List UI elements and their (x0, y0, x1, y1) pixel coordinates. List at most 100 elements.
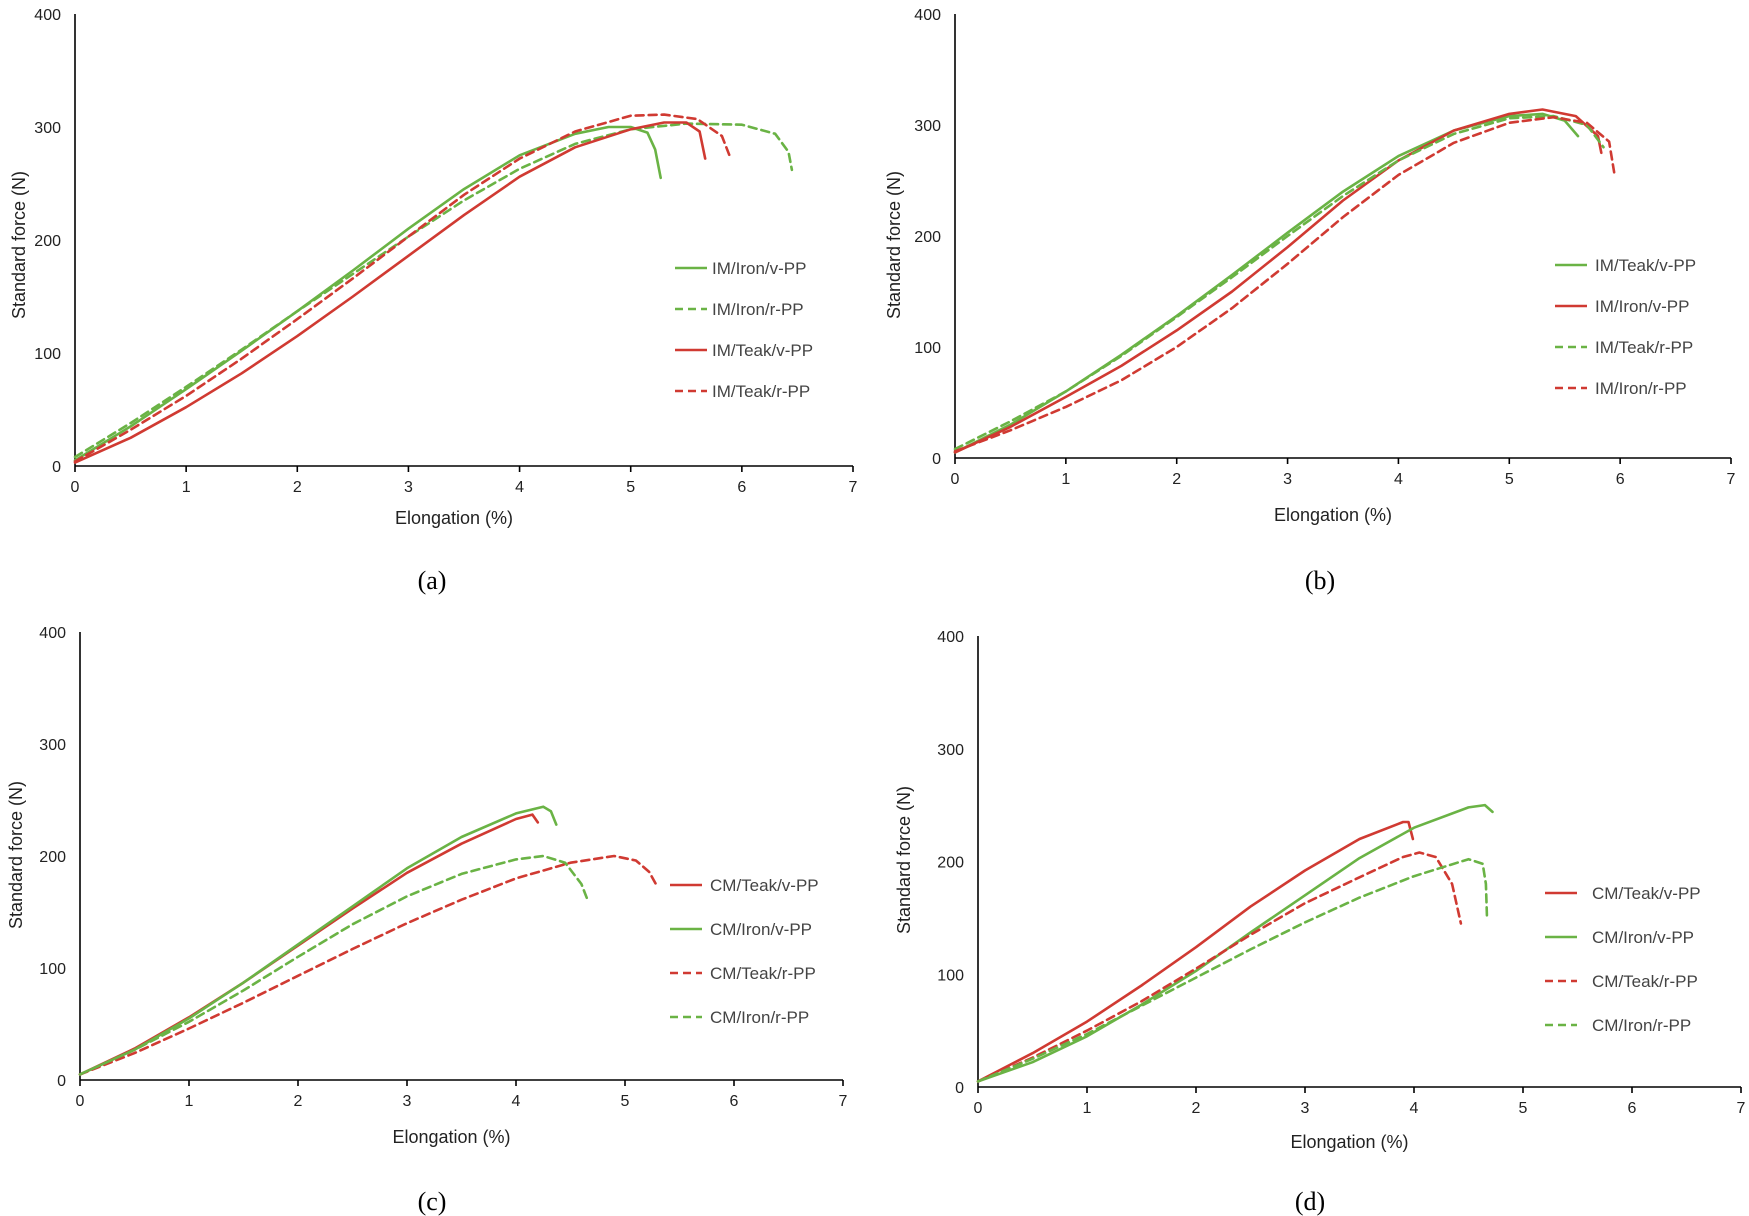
y-tick-label: 0 (932, 451, 941, 468)
y-tick-label: 200 (39, 849, 66, 866)
series-line-im-iron-r-pp (953, 115, 1616, 453)
x-axis-label: Elongation (%) (1290, 1132, 1408, 1152)
y-axis-label: Standard force (N) (9, 171, 29, 319)
x-tick-label: 4 (1410, 1100, 1419, 1117)
y-tick-label: 100 (937, 967, 964, 984)
y-tick-label: 300 (914, 118, 941, 135)
x-tick-label: 7 (839, 1093, 848, 1110)
x-axis-label: Elongation (%) (1274, 505, 1392, 525)
legend-label: CM/Teak/v-PP (1592, 884, 1701, 903)
series-line-cm-teak-r-pp (78, 854, 659, 1076)
legend-label: IM/Teak/v-PP (712, 341, 813, 360)
legend-label: IM/Iron/r-PP (1595, 379, 1687, 398)
series-line-im-iron-v-pp (953, 108, 1603, 454)
y-tick-label: 300 (34, 120, 61, 137)
y-tick-label: 100 (34, 346, 61, 363)
legend-label: CM/Teak/r-PP (710, 964, 816, 983)
x-tick-label: 1 (1083, 1100, 1092, 1117)
x-tick-label: 3 (403, 1093, 412, 1110)
y-tick-label: 0 (57, 1073, 66, 1090)
x-tick-label: 7 (849, 479, 858, 496)
legend-label: IM/Teak/r-PP (1595, 338, 1693, 357)
x-tick-label: 5 (621, 1093, 630, 1110)
legend-label: IM/Teak/r-PP (712, 382, 810, 401)
series-line-cm-teak-r-pp (976, 851, 1463, 1083)
x-tick-label: 6 (1616, 471, 1625, 488)
legend-label: IM/Teak/v-PP (1595, 256, 1696, 275)
legend-label: IM/Iron/r-PP (712, 300, 804, 319)
x-tick-label: 5 (1505, 471, 1514, 488)
x-axis-label: Elongation (%) (395, 508, 513, 528)
x-tick-label: 2 (1172, 471, 1181, 488)
x-tick-label: 6 (1628, 1100, 1637, 1117)
legend-label: CM/Iron/v-PP (1592, 928, 1694, 947)
x-tick-label: 1 (185, 1093, 194, 1110)
series-line-cm-iron-r-pp (976, 857, 1489, 1083)
series-line-cm-iron-v-pp (78, 805, 558, 1076)
panel-caption: (a) (418, 566, 447, 595)
y-tick-label: 400 (914, 7, 941, 24)
y-tick-label: 100 (39, 961, 66, 978)
legend-label: CM/Iron/v-PP (710, 920, 812, 939)
legend-label: CM/Teak/r-PP (1592, 972, 1698, 991)
legend-label: IM/Iron/v-PP (712, 259, 806, 278)
panel-caption: (c) (418, 1187, 447, 1216)
x-tick-label: 1 (1061, 471, 1070, 488)
series-line-im-teak-v-pp (73, 121, 707, 464)
y-tick-label: 400 (39, 625, 66, 642)
x-axis-label: Elongation (%) (392, 1127, 510, 1147)
x-tick-label: 5 (626, 479, 635, 496)
series-line-im-teak-r-pp (953, 114, 1605, 451)
y-tick-label: 0 (52, 459, 61, 476)
chart-panel-4: 0 1 2 3 4 5 6 7 0 100 200 300 400 Elongation (%) Stand… (894, 629, 1746, 1216)
y-tick-label: 200 (937, 855, 964, 872)
legend-label: CM/Iron/r-PP (1592, 1016, 1691, 1035)
x-tick-label: 2 (1192, 1100, 1201, 1117)
series-line-im-teak-r-pp (73, 113, 732, 463)
series-line-cm-teak-v-pp (78, 813, 540, 1076)
series-line-im-iron-r-pp (73, 122, 794, 459)
x-tick-label: 2 (294, 1093, 303, 1110)
y-tick-label: 300 (937, 742, 964, 759)
chart-panel-1: 0 1 2 3 4 5 6 7 0 100 200 300 400 Elongation (%) Stand… (9, 7, 858, 595)
x-tick-label: 6 (730, 1093, 739, 1110)
y-tick-label: 0 (955, 1080, 964, 1097)
x-tick-label: 3 (404, 479, 413, 496)
series-line-im-iron-v-pp (73, 125, 662, 462)
legend-label: CM/Iron/r-PP (710, 1008, 809, 1027)
x-tick-label: 0 (71, 479, 80, 496)
chart-panel-2: 0 1 2 3 4 5 6 7 0 100 200 300 400 Elongation (%) Stand… (884, 7, 1736, 595)
x-tick-label: 1 (182, 479, 191, 496)
x-tick-label: 7 (1737, 1100, 1746, 1117)
x-tick-label: 4 (512, 1093, 521, 1110)
y-axis-label: Standard force (N) (6, 781, 26, 929)
x-tick-label: 3 (1283, 471, 1292, 488)
x-tick-label: 0 (951, 471, 960, 488)
x-tick-label: 2 (293, 479, 302, 496)
y-axis-label: Standard force (N) (884, 171, 904, 319)
y-tick-label: 200 (34, 233, 61, 250)
x-tick-label: 7 (1727, 471, 1736, 488)
x-tick-label: 0 (76, 1093, 85, 1110)
panel-caption: (d) (1295, 1187, 1325, 1216)
x-tick-label: 0 (974, 1100, 983, 1117)
x-tick-label: 4 (1394, 471, 1403, 488)
y-tick-label: 200 (914, 229, 941, 246)
legend-label: CM/Teak/v-PP (710, 876, 819, 895)
x-tick-label: 5 (1519, 1100, 1528, 1117)
y-axis-label: Standard force (N) (894, 786, 914, 934)
series-line-cm-teak-v-pp (976, 820, 1415, 1083)
x-tick-label: 3 (1301, 1100, 1310, 1117)
x-tick-label: 4 (515, 479, 524, 496)
y-tick-label: 300 (39, 737, 66, 754)
y-tick-label: 100 (914, 340, 941, 357)
y-tick-label: 400 (937, 629, 964, 646)
series-line-cm-iron-r-pp (78, 854, 590, 1076)
panel-caption: (b) (1305, 566, 1335, 595)
legend-label: IM/Iron/v-PP (1595, 297, 1689, 316)
y-tick-label: 400 (34, 7, 61, 24)
chart-panel-3: 0 1 2 3 4 5 6 7 0 100 200 300 400 Elongation (%) Stand… (6, 625, 848, 1216)
x-tick-label: 6 (737, 479, 746, 496)
series-line-cm-iron-v-pp (976, 803, 1494, 1083)
